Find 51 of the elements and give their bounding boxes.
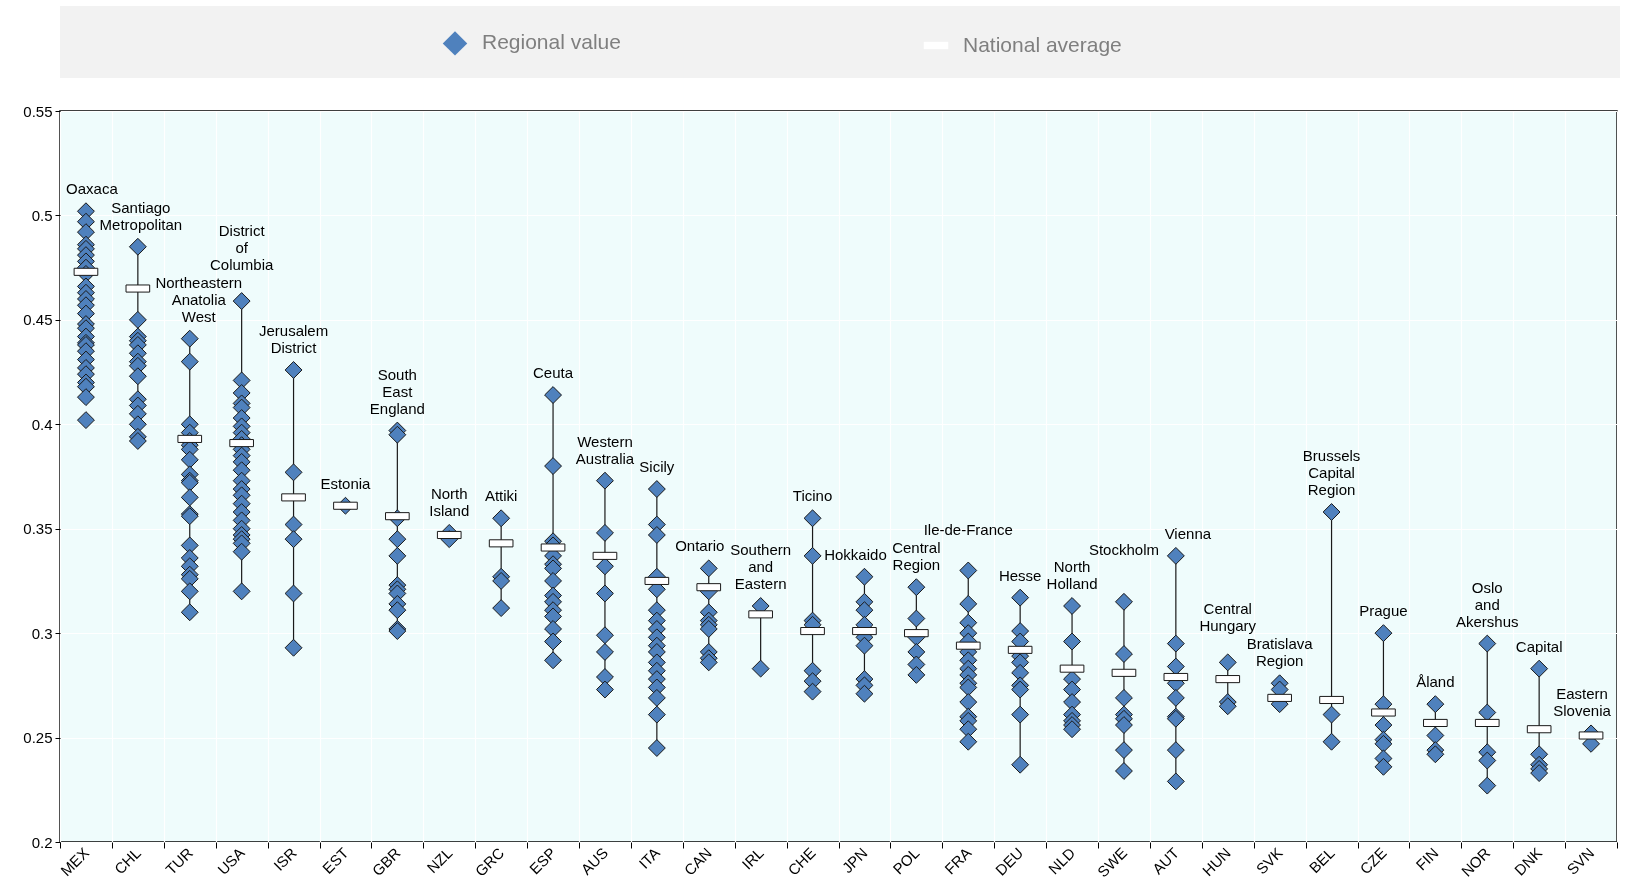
y-tick-label: 0.35 bbox=[23, 520, 53, 538]
annotation: Estonia bbox=[320, 474, 372, 492]
annotation: Northeastern Anatolia West bbox=[155, 273, 243, 325]
legend-label: Regional value bbox=[482, 30, 621, 54]
annotation: Prague bbox=[1359, 602, 1408, 620]
annotation: Eastern Slovenia bbox=[1553, 685, 1612, 720]
annotation: Central Region bbox=[892, 539, 941, 574]
annotation: Hesse bbox=[998, 566, 1042, 584]
x-tick-label: ISR bbox=[270, 844, 300, 874]
annotation: Oaxaca bbox=[66, 180, 119, 198]
annotation: Western Australia bbox=[575, 432, 635, 467]
annotation: Ontario bbox=[675, 537, 725, 555]
x-tick-label: POL bbox=[889, 844, 923, 878]
annotation: Vienna bbox=[1164, 524, 1212, 542]
x-tick-label: IRL bbox=[738, 844, 767, 873]
annotation: Hokkaido bbox=[824, 545, 887, 563]
annotation: North Island bbox=[429, 484, 470, 519]
annotation: Central Hungary bbox=[1199, 600, 1257, 635]
annotation: Southern and Eastern bbox=[730, 540, 792, 592]
annotation: South East England bbox=[369, 365, 425, 417]
annotation: Oslo and Akershus bbox=[1455, 578, 1519, 630]
y-tick-label: 0.2 bbox=[31, 833, 53, 851]
y-tick-label: 0.4 bbox=[31, 415, 53, 433]
annotation: Sicily bbox=[639, 458, 675, 476]
y-tick-label: 0.5 bbox=[31, 206, 53, 224]
x-tick-label: BEL bbox=[1305, 844, 1338, 877]
x-tick-label: NZL bbox=[423, 844, 456, 877]
annotation: Åland bbox=[1416, 673, 1455, 691]
annotation: Ticino bbox=[792, 487, 833, 505]
y-tick-label: 0.55 bbox=[23, 102, 53, 120]
annotation: Santiago Metropolitan bbox=[99, 198, 183, 233]
legend-label: National average bbox=[963, 32, 1122, 56]
x-tick-label: TUR bbox=[162, 844, 197, 878]
y-tick-label: 0.45 bbox=[23, 311, 53, 329]
x-tick-label: CHL bbox=[110, 844, 145, 878]
y-tick-label: 0.3 bbox=[31, 624, 53, 642]
x-tick-label: JPN bbox=[838, 844, 871, 877]
x-tick-label: USA bbox=[213, 844, 248, 878]
annotation: Ceuta bbox=[533, 364, 574, 382]
annotation: North Holland bbox=[1046, 557, 1098, 592]
annotation: Bratislava Region bbox=[1246, 635, 1314, 670]
annotation: Jerusalem District bbox=[258, 321, 329, 356]
y-tick-label: 0.25 bbox=[23, 729, 53, 747]
annotation: District of Columbia bbox=[209, 222, 274, 274]
annotation: Capital bbox=[1515, 637, 1563, 655]
annotation: Stockholm bbox=[1088, 540, 1159, 558]
annotation: Ile-de-France bbox=[923, 521, 1013, 539]
x-tick-label: ITA bbox=[635, 844, 664, 872]
annotation: Attiki bbox=[484, 487, 518, 505]
annotation: Brussels Capital Region bbox=[1302, 447, 1361, 499]
x-tick-label: FIN bbox=[1412, 844, 1442, 874]
